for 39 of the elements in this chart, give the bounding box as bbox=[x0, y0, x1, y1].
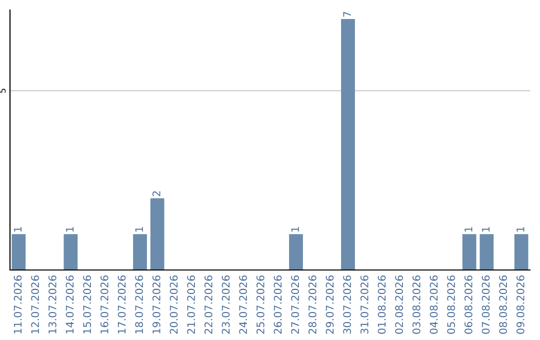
data-label: 1 bbox=[291, 227, 299, 232]
x-tick-label: 19.07.2026 bbox=[152, 276, 160, 334]
x-tick-label: 26.07.2026 bbox=[274, 276, 282, 334]
data-label: 1 bbox=[14, 227, 22, 232]
x-tick-label: 08.08.2026 bbox=[499, 276, 508, 334]
data-label: 1 bbox=[464, 227, 472, 232]
x-tick-label: 23.07.2026 bbox=[222, 276, 230, 334]
data-label: 1 bbox=[482, 227, 490, 232]
data-label: 2 bbox=[152, 191, 160, 196]
x-tick-label: 21.07.2026 bbox=[187, 276, 196, 334]
x-tick-label: 09.08.2026 bbox=[516, 276, 524, 334]
data-label: 1 bbox=[516, 227, 524, 232]
x-tick-label: 06.08.2026 bbox=[464, 276, 472, 334]
x-tick-label: 28.07.2026 bbox=[308, 276, 316, 334]
x-tick-label: 03.08.2026 bbox=[412, 276, 420, 334]
x-tick-label: 24.07.2026 bbox=[239, 276, 248, 334]
x-tick-label: 20.07.2026 bbox=[170, 276, 178, 334]
x-tick-label: 25.07.2026 bbox=[256, 276, 264, 334]
data-label: 7 bbox=[343, 12, 351, 17]
x-tick-label: 31.07.2026 bbox=[360, 276, 368, 334]
x-tick-label: 30.07.2026 bbox=[343, 276, 352, 334]
x-tick-label: 15.07.2026 bbox=[83, 276, 92, 334]
x-tick-label: 29.07.2026 bbox=[326, 276, 334, 334]
x-tick-label: 01.08.2026 bbox=[378, 276, 386, 334]
x-tick-label: 07.08.2026 bbox=[482, 276, 490, 334]
x-tick-label: 02.08.2026 bbox=[395, 276, 404, 334]
x-tick-label: 14.07.2026 bbox=[66, 276, 74, 334]
x-tick-label: 11.07.2026 bbox=[14, 276, 22, 334]
x-tick-label: 22.07.2026 bbox=[204, 276, 212, 334]
x-tick-label: 16.07.2026 bbox=[100, 276, 108, 334]
x-tick-label: 13.07.2026 bbox=[48, 276, 56, 334]
x-tick-label: 17.07.2026 bbox=[118, 276, 126, 334]
data-label: 1 bbox=[66, 227, 74, 232]
x-tick-label: 18.07.2026 bbox=[135, 276, 144, 334]
data-label: 1 bbox=[135, 227, 143, 232]
x-tick-label: 05.08.2026 bbox=[447, 276, 456, 334]
x-tick-label: 04.08.2026 bbox=[430, 276, 438, 334]
x-tick-label: 27.07.2026 bbox=[291, 276, 300, 334]
x-tick-label: 12.07.2026 bbox=[31, 276, 40, 334]
